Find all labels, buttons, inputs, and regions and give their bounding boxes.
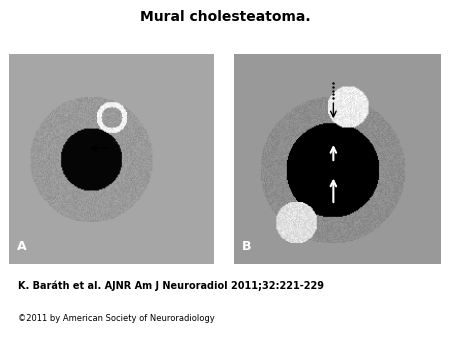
Text: A: A [17,240,27,253]
Text: K. Baráth et al. AJNR Am J Neuroradiol 2011;32:221-229: K. Baráth et al. AJNR Am J Neuroradiol 2… [18,281,324,291]
Text: Mural cholesteatoma.: Mural cholesteatoma. [140,10,310,24]
Text: ©2011 by American Society of Neuroradiology: ©2011 by American Society of Neuroradiol… [18,314,215,323]
Text: AJNR: AJNR [313,288,380,310]
Text: AMERICAN JOURNAL OF NEURORADIOLOGY: AMERICAN JOURNAL OF NEURORADIOLOGY [294,317,399,321]
Text: B: B [242,240,252,253]
